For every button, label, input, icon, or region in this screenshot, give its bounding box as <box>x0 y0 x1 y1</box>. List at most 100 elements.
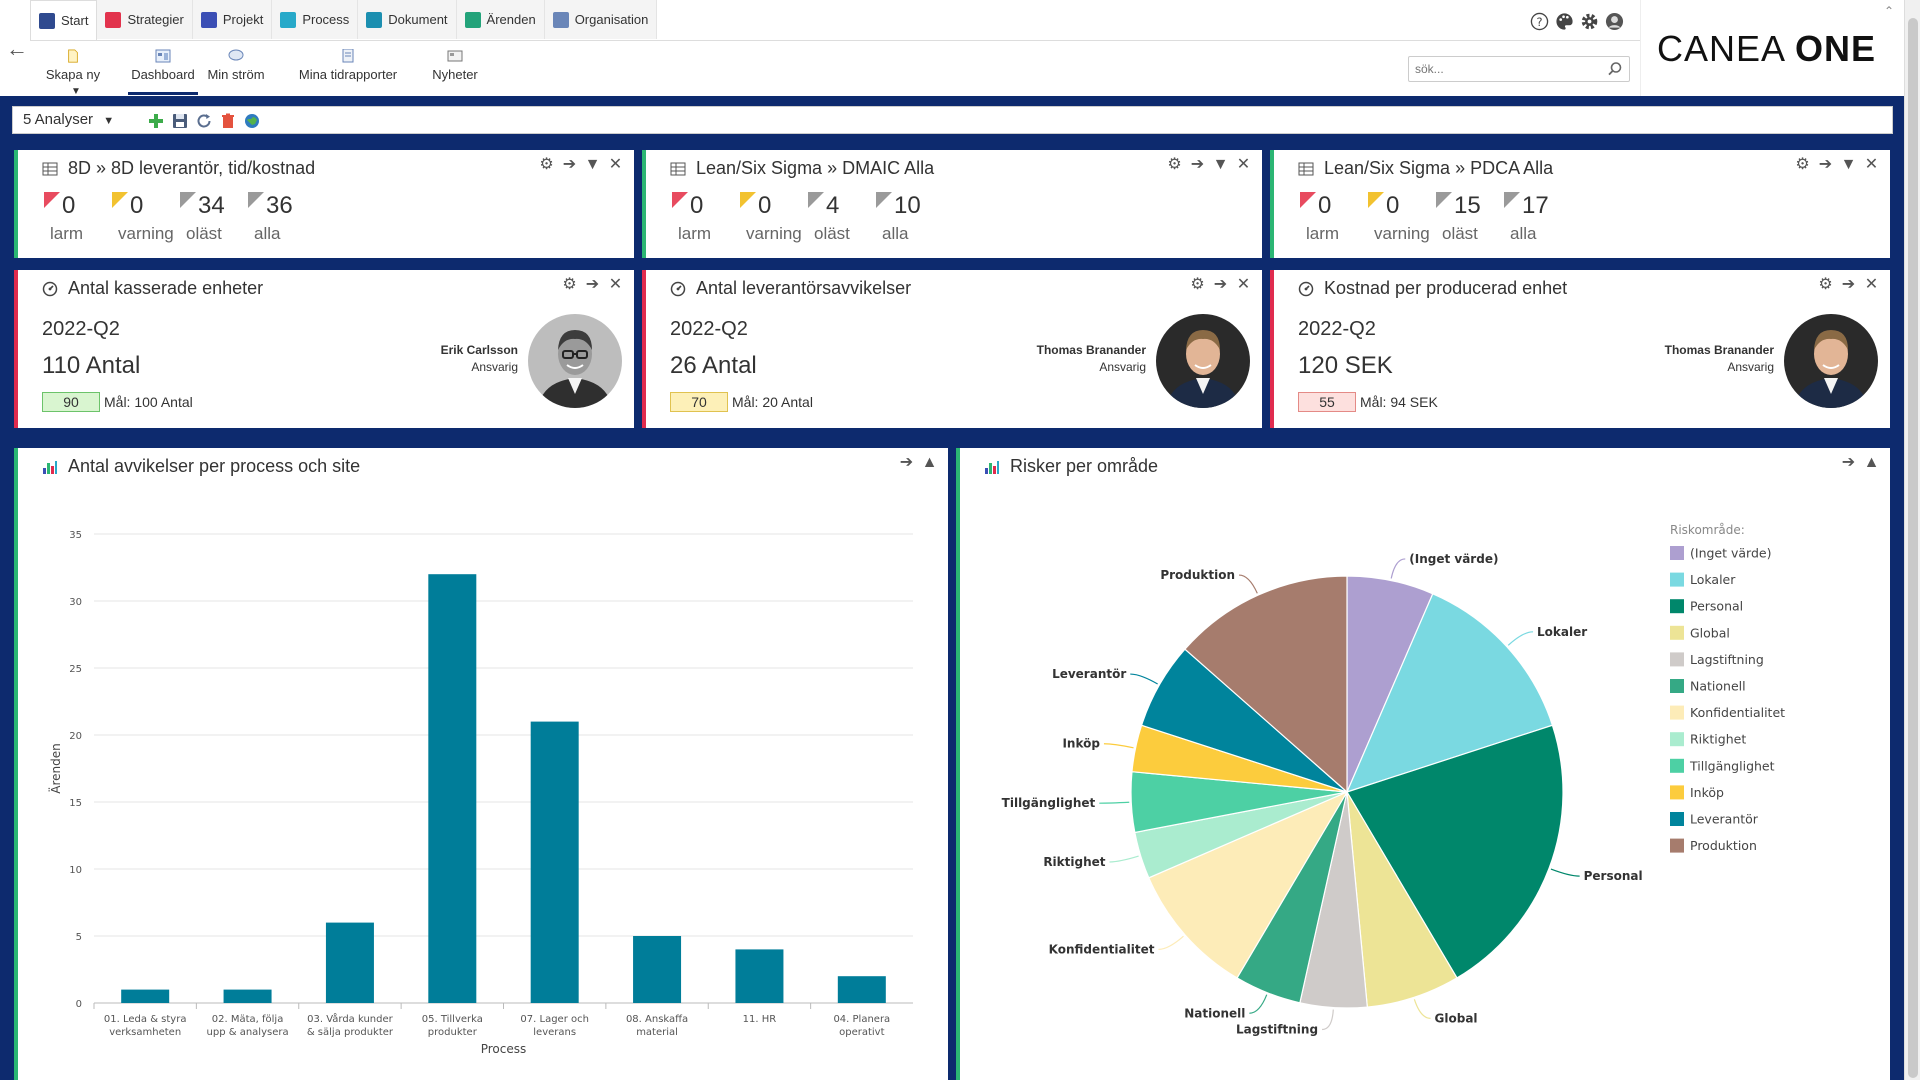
open-arrow-icon[interactable]: ➔ <box>1190 156 1205 173</box>
count-larm[interactable]: 0 larm <box>42 188 110 248</box>
page-scrollbar[interactable] <box>1904 0 1920 1080</box>
tab-organisation[interactable]: Organisation <box>544 0 658 39</box>
time-reports-button[interactable]: Mina tidrapporter <box>276 45 420 95</box>
bar[interactable] <box>735 949 784 1003</box>
count-varning[interactable]: 0 varning <box>110 188 178 248</box>
responsible-person[interactable]: Erik Carlsson Ansvarig <box>441 342 518 376</box>
analyses-dropdown[interactable]: 5 Analyser ▼ <box>23 111 114 128</box>
tab-dokument[interactable]: Dokument <box>358 0 457 39</box>
count-varning[interactable]: 0 varning <box>1366 188 1434 248</box>
pie-slice[interactable] <box>1184 575 1348 794</box>
open-arrow-icon[interactable]: ➔ <box>585 276 600 293</box>
count-oläst[interactable]: 4 oläst <box>806 188 874 248</box>
collapse-up-icon[interactable]: ▲ <box>1863 454 1880 471</box>
legend-item[interactable]: Lokaler <box>1690 572 1736 587</box>
count-larm[interactable]: 0 larm <box>1298 188 1366 248</box>
settings-gear-icon[interactable]: ⚙ <box>1190 276 1205 293</box>
legend-item[interactable]: Personal <box>1690 599 1743 614</box>
dropdown-icon[interactable]: ▼ <box>584 156 601 173</box>
legend-item[interactable]: Inköp <box>1690 785 1724 800</box>
settings-gear-icon[interactable]: ⚙ <box>539 156 554 173</box>
x-tick-label: 04. Planera <box>833 1014 890 1025</box>
open-arrow-icon[interactable]: ➔ <box>1841 276 1856 293</box>
search-input[interactable] <box>1408 56 1630 82</box>
dropdown-icon[interactable]: ▼ <box>1840 156 1857 173</box>
my-stream-button[interactable]: Min ström <box>204 45 268 95</box>
legend-item[interactable]: Lagstiftning <box>1690 652 1764 667</box>
responsible-person[interactable]: Thomas Branander Ansvarig <box>1037 342 1146 376</box>
bar[interactable] <box>428 574 477 1003</box>
bar[interactable] <box>325 922 374 1003</box>
pie-slice[interactable] <box>1147 790 1349 979</box>
add-icon[interactable] <box>147 112 165 130</box>
create-new-button[interactable]: Skapa ny ▼ <box>37 45 109 97</box>
legend-item[interactable]: Tillgänglighet <box>1689 758 1775 773</box>
legend-item[interactable]: Riktighet <box>1690 732 1746 747</box>
user-avatar-icon[interactable] <box>1605 12 1624 31</box>
legend-item[interactable]: (Inget värde) <box>1690 546 1771 561</box>
news-button[interactable]: Nyheter <box>428 45 482 95</box>
tab-start[interactable]: Start <box>30 0 98 40</box>
refresh-icon[interactable] <box>195 112 213 130</box>
back-arrow-icon[interactable]: ← <box>6 36 28 61</box>
tab-process[interactable]: Process <box>272 0 359 39</box>
close-icon[interactable]: ✕ <box>1236 276 1251 293</box>
legend-item[interactable]: Global <box>1690 625 1730 640</box>
bar[interactable] <box>223 989 272 1003</box>
bar[interactable] <box>633 936 682 1003</box>
scrollbar-thumb[interactable] <box>1908 18 1918 1078</box>
tab-renden[interactable]: Ärenden <box>456 0 545 39</box>
tab-strategier[interactable]: Strategier <box>97 0 193 39</box>
gear-icon[interactable] <box>1580 12 1599 31</box>
help-icon[interactable]: ? <box>1530 12 1549 31</box>
dropdown-icon[interactable]: ▼ <box>1212 156 1229 173</box>
close-icon[interactable]: ✕ <box>1864 156 1879 173</box>
search-icon[interactable] <box>1607 61 1623 77</box>
collapse-icon[interactable]: ⌃ <box>1883 4 1894 18</box>
close-icon[interactable]: ✕ <box>608 276 623 293</box>
count-alla[interactable]: 36 alla <box>246 188 314 248</box>
home-icon <box>39 12 55 29</box>
count-alla[interactable]: 17 alla <box>1502 188 1570 248</box>
bar[interactable] <box>837 976 886 1003</box>
count-oläst[interactable]: 34 oläst <box>178 188 246 248</box>
legend-item[interactable]: Konfidentialitet <box>1690 705 1785 720</box>
legend-item[interactable]: Produktion <box>1690 838 1757 853</box>
open-arrow-icon[interactable]: ➔ <box>562 156 577 173</box>
close-icon[interactable]: ✕ <box>1864 276 1879 293</box>
settings-gear-icon[interactable]: ⚙ <box>1167 156 1182 173</box>
count-alla[interactable]: 10 alla <box>874 188 942 248</box>
bar[interactable] <box>530 721 579 1003</box>
kpi-status-bar: 55 <box>1298 392 1356 412</box>
open-arrow-icon[interactable]: ➔ <box>1818 156 1833 173</box>
open-arrow-icon[interactable]: ➔ <box>899 454 914 471</box>
flag-icon <box>1436 192 1452 208</box>
responsible-person[interactable]: Thomas Branander Ansvarig <box>1665 342 1774 376</box>
settings-gear-icon[interactable]: ⚙ <box>562 276 577 293</box>
pie-slice[interactable] <box>1345 592 1554 793</box>
close-icon[interactable]: ✕ <box>1236 156 1251 173</box>
collapse-up-icon[interactable]: ▲ <box>921 454 938 471</box>
settings-gear-icon[interactable]: ⚙ <box>1795 156 1810 173</box>
palette-icon[interactable] <box>1555 12 1574 31</box>
widget-tools: ⚙ ➔ ▼ ✕ <box>1166 156 1252 173</box>
tab-projekt[interactable]: Projekt <box>192 0 273 39</box>
analyses-actions <box>147 112 261 130</box>
share-globe-icon[interactable] <box>243 112 261 130</box>
count-varning[interactable]: 0 varning <box>738 188 806 248</box>
pie-slice[interactable] <box>1346 724 1564 979</box>
dashboard-button[interactable]: Dashboard <box>128 45 198 95</box>
legend-item[interactable]: Nationell <box>1690 679 1746 694</box>
open-arrow-icon[interactable]: ➔ <box>1841 454 1856 471</box>
close-icon[interactable]: ✕ <box>608 156 623 173</box>
save-icon[interactable] <box>171 112 189 130</box>
bar[interactable] <box>121 989 170 1003</box>
count-larm[interactable]: 0 larm <box>670 188 738 248</box>
legend-title: Riskområde: <box>1670 523 1745 537</box>
open-arrow-icon[interactable]: ➔ <box>1213 276 1228 293</box>
legend-item[interactable]: Leverantör <box>1690 812 1759 827</box>
delete-icon[interactable] <box>219 112 237 130</box>
settings-gear-icon[interactable]: ⚙ <box>1818 276 1833 293</box>
flag-icon <box>876 192 892 208</box>
count-oläst[interactable]: 15 oläst <box>1434 188 1502 248</box>
